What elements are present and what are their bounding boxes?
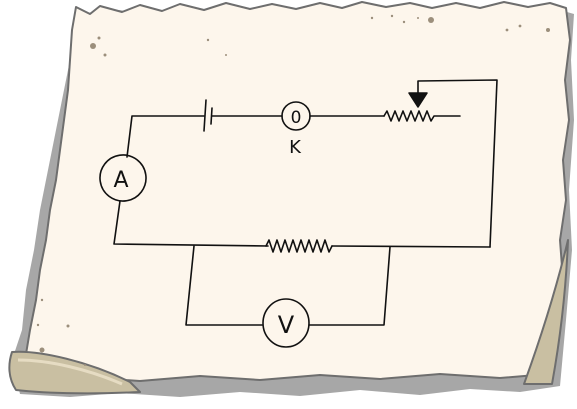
rheostat-slider-wire [417,79,498,248]
key-label: K [289,137,302,158]
rheostat-arrow-icon [408,92,428,108]
voltmeter-icon [262,298,310,348]
wire-resistor-right [331,245,491,248]
wire-left-bottom [113,200,269,247]
paper-sheet [23,1,571,382]
wire-voltmeter-right [308,246,391,326]
ammeter-label: A [113,168,128,193]
resistor-icon [265,239,333,253]
rheostat-icon [383,110,461,122]
wire-voltmeter-left [185,245,263,326]
paper-curl-left-highlight [17,358,123,386]
wire-top-left [126,115,205,158]
voltmeter-label: V [278,311,295,339]
paper-curl-right [523,239,569,385]
key-symbol: 0 [291,108,302,128]
circuit [99,79,498,348]
paper-speckles [36,14,550,366]
ammeter-icon [99,154,147,202]
